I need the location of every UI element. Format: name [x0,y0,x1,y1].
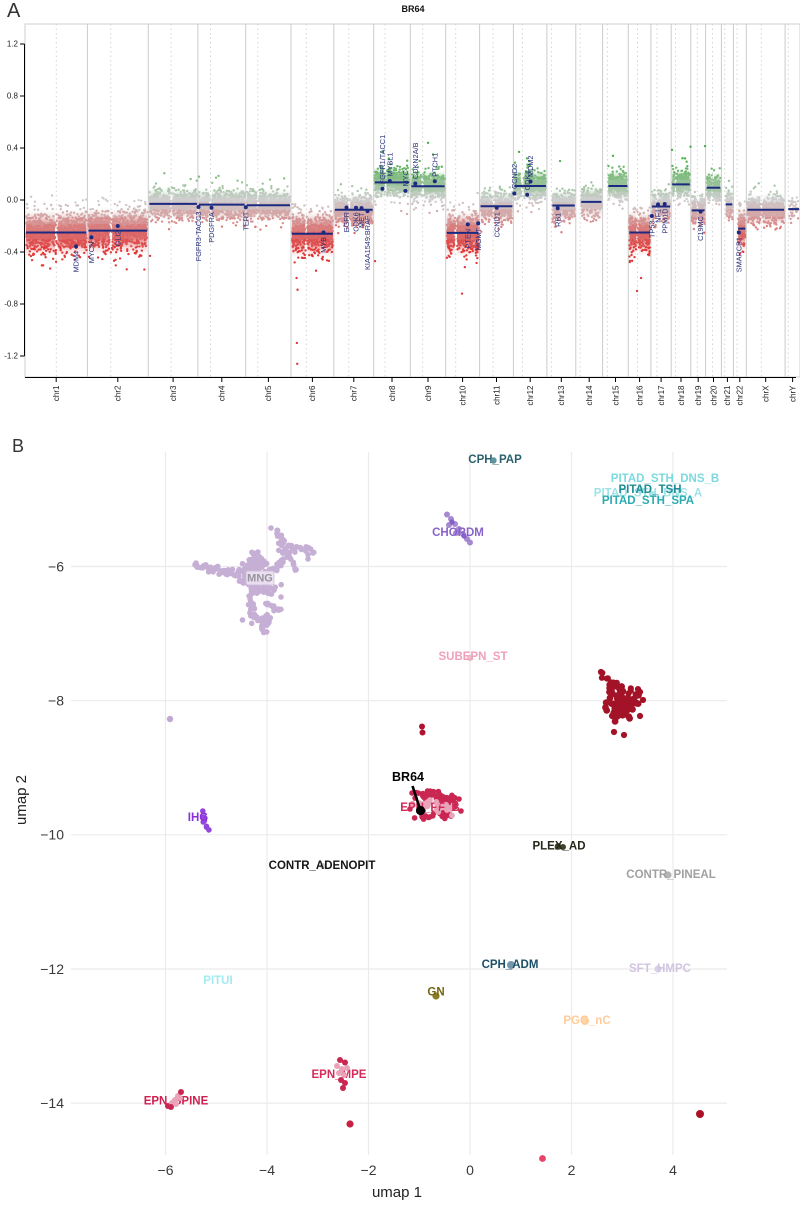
svg-text:CCND1: CCND1 [492,212,501,237]
svg-text:chr1: chr1 [52,385,61,401]
svg-text:chr9: chr9 [424,385,433,401]
svg-text:TERT: TERT [241,211,250,230]
svg-text:B: B [12,436,24,456]
svg-text:−8: −8 [48,693,64,709]
svg-text:chr4: chr4 [218,385,227,401]
svg-text:PITAD_STH_DNS_A: PITAD_STH_DNS_A [594,488,702,500]
svg-text:chr7: chr7 [350,385,359,401]
svg-text:PGG_nC: PGG_nC [563,1015,610,1027]
svg-text:chr11: chr11 [492,385,501,405]
svg-text:−6: −6 [158,1162,174,1178]
svg-text:MYCN: MYCN [87,242,96,264]
svg-text:chr12: chr12 [526,385,535,406]
svg-text:FGFR1/TACC1: FGFR1/TACC1 [378,135,387,184]
svg-text:A: A [7,0,21,22]
svg-text:chr14: chr14 [585,385,594,406]
svg-text:MDM2: MDM2 [526,156,535,178]
svg-text:PITAD_STH_SPA: PITAD_STH_SPA [602,495,694,507]
svg-text:chr16: chr16 [635,385,644,406]
svg-text:chr13: chr13 [557,385,566,406]
svg-text:RB1: RB1 [553,213,562,227]
svg-text:PITAD_TSH: PITAD_TSH [618,484,681,496]
svg-text:chr21: chr21 [723,385,732,406]
svg-text:MDM4: MDM4 [72,251,81,273]
svg-text:PITUI: PITUI [203,975,232,987]
svg-text:chr17: chr17 [657,385,666,406]
svg-text:chr18: chr18 [677,385,686,406]
svg-text:chrY: chrY [788,385,797,402]
svg-text:MYBL1: MYBL1 [385,153,394,177]
svg-text:PTEN: PTEN [463,229,472,248]
svg-text:0.8: 0.8 [7,92,19,101]
svg-text:0.0: 0.0 [7,196,19,205]
svg-text:MYB: MYB [319,237,328,253]
svg-text:NF1: NF1 [654,209,663,223]
svg-text:chr6: chr6 [308,385,317,401]
svg-text:chrX: chrX [762,385,771,402]
svg-text:2: 2 [568,1162,576,1178]
svg-text:chr3: chr3 [169,385,178,401]
svg-text:MYC: MYC [401,170,410,186]
svg-text:EPN_PF_B: EPN_PF_B [400,802,459,814]
svg-text:PITAD_STH_DNS_B: PITAD_STH_DNS_B [611,473,719,485]
svg-text:umap 2: umap 2 [13,775,30,825]
svg-text:IHG: IHG [188,812,209,824]
svg-text:SMARCB1: SMARCB1 [734,237,743,272]
svg-text:umap 1: umap 1 [372,1184,422,1201]
svg-text:chr19: chr19 [694,385,703,406]
svg-text:C19MC: C19MC [696,216,705,241]
svg-text:BR64: BR64 [392,770,424,784]
svg-text:chr5: chr5 [264,385,273,401]
svg-text:CCND2: CCND2 [510,164,519,189]
svg-text:PDGFRA: PDGFRA [207,212,216,243]
svg-text:chr15: chr15 [611,385,620,406]
svg-text:chr2: chr2 [114,385,123,401]
svg-text:CONTR_ADENOPIT: CONTR_ADENOPIT [269,860,376,872]
svg-text:CHORDM: CHORDM [432,527,484,539]
svg-text:GLI2: GLI2 [113,231,122,247]
svg-text:0: 0 [466,1162,474,1178]
svg-text:chr10: chr10 [458,385,467,406]
svg-text:MET: MET [357,212,366,228]
svg-text:MNG: MNG [247,573,273,585]
svg-text:TP53: TP53 [647,221,656,238]
svg-text:−14: −14 [40,1095,64,1111]
svg-text:CDK6: CDK6 [352,212,361,231]
svg-text:−12: −12 [40,961,64,977]
svg-text:GN: GN [427,987,444,999]
svg-text:1.2: 1.2 [7,40,19,49]
svg-text:4: 4 [669,1162,677,1178]
svg-text:chr8: chr8 [388,385,397,401]
svg-text:-1.2: -1.2 [4,352,18,361]
svg-text:chr20: chr20 [709,385,718,406]
svg-text:PLEX_AD: PLEX_AD [532,841,585,853]
svg-text:−2: −2 [361,1162,377,1178]
svg-text:KIAA1549:BRAF: KIAA1549:BRAF [363,215,372,270]
svg-text:EGFR: EGFR [342,212,351,232]
svg-text:BR64: BR64 [401,4,424,14]
svg-text:CDKN2A/B: CDKN2A/B [411,142,420,179]
svg-text:SFT_HMPC: SFT_HMPC [629,963,691,975]
svg-text:PTCH1: PTCH1 [430,153,439,177]
svg-text:-0.4: -0.4 [4,248,18,257]
svg-text:-0.8: -0.8 [4,300,18,309]
svg-text:−10: −10 [40,827,64,843]
svg-text:−6: −6 [48,558,64,574]
svg-text:CDK4: CDK4 [523,171,532,190]
svg-text:MGMT: MGMT [474,227,483,250]
svg-text:CONTR_PINEAL: CONTR_PINEAL [626,869,715,881]
svg-text:PPM1D: PPM1D [660,209,669,234]
svg-text:chr22: chr22 [736,385,745,406]
svg-text:SUBEPN_ST: SUBEPN_ST [438,651,507,663]
svg-text:FGFR3-TACC3: FGFR3-TACC3 [194,212,203,262]
svg-text:CPH_ADM: CPH_ADM [482,959,539,971]
svg-text:−4: −4 [259,1162,275,1178]
svg-text:0.4: 0.4 [7,144,19,153]
